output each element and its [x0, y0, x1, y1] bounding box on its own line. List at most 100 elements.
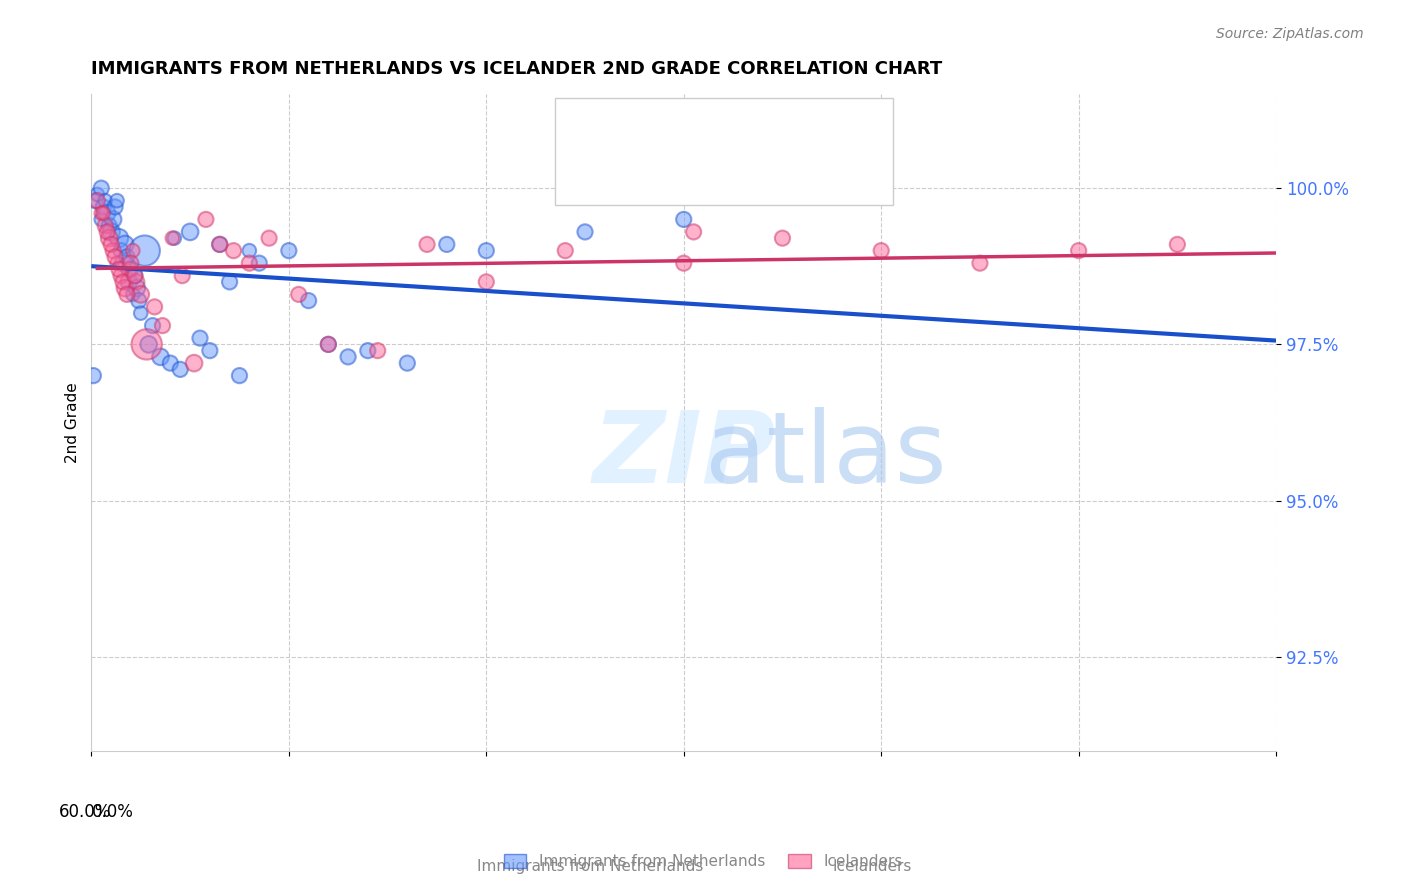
Point [101, 212, 124, 227]
Point [574, 225, 596, 239]
Point [416, 237, 439, 252]
Point [318, 337, 340, 351]
Text: 0.0%: 0.0% [91, 803, 134, 821]
Text: Source: ZipAtlas.com: Source: ZipAtlas.com [1216, 27, 1364, 41]
Point [183, 356, 205, 370]
Point [188, 331, 211, 345]
Point [179, 225, 201, 239]
Legend:   R = 0.364    N = 50,   R = 0.373    N = 45: R = 0.364 N = 50, R = 0.373 N = 45 [571, 111, 844, 189]
Y-axis label: 2nd Grade: 2nd Grade [65, 382, 80, 463]
Point [159, 356, 181, 370]
Point [96, 225, 118, 239]
Point [169, 362, 191, 376]
Point [1067, 244, 1090, 258]
Point [94, 219, 117, 233]
Point [90, 181, 112, 195]
Point [91, 200, 114, 214]
Point [208, 237, 231, 252]
Point [98, 219, 121, 233]
Point [129, 287, 152, 301]
Point [357, 343, 380, 358]
Point [108, 231, 131, 245]
Point [105, 194, 128, 208]
Point [367, 343, 389, 358]
Point [238, 256, 260, 270]
Point [396, 356, 419, 370]
Point [218, 275, 240, 289]
Point [90, 212, 112, 227]
Text: Immigrants from Netherlands: Immigrants from Netherlands [477, 859, 704, 874]
Point [100, 225, 122, 239]
Point [194, 212, 217, 227]
Point [162, 231, 184, 245]
Point [1166, 237, 1188, 252]
Point [287, 287, 309, 301]
Text: ZIP: ZIP [592, 407, 775, 504]
Point [142, 318, 165, 333]
Point [143, 300, 166, 314]
Point [172, 268, 194, 283]
Point [124, 268, 146, 283]
Point [101, 244, 124, 258]
Point [104, 250, 127, 264]
Point [108, 262, 131, 277]
Point [228, 368, 250, 383]
Point [870, 244, 893, 258]
Point [121, 287, 143, 301]
Point [111, 275, 134, 289]
Point [238, 244, 260, 258]
Point [297, 293, 319, 308]
Point [152, 318, 174, 333]
Point [969, 256, 991, 270]
Point [104, 200, 127, 214]
Text: IMMIGRANTS FROM NETHERLANDS VS ICELANDER 2ND GRADE CORRELATION CHART: IMMIGRANTS FROM NETHERLANDS VS ICELANDER… [91, 60, 942, 78]
Point [111, 256, 134, 270]
Point [257, 231, 280, 245]
Point [129, 306, 152, 320]
Point [86, 194, 108, 208]
Point [125, 275, 148, 289]
Point [128, 293, 150, 308]
Text: atlas: atlas [704, 407, 946, 504]
Point [121, 244, 143, 258]
Point [110, 244, 132, 258]
Point [682, 225, 704, 239]
Point [135, 337, 157, 351]
Point [163, 231, 186, 245]
Point [90, 206, 112, 220]
Point [120, 262, 142, 277]
Point [105, 256, 128, 270]
Point [118, 262, 141, 277]
Point [337, 350, 360, 364]
Point [94, 194, 117, 208]
Point [114, 281, 136, 295]
Point [124, 268, 146, 283]
Point [96, 206, 118, 220]
Point [125, 281, 148, 295]
Point [114, 237, 136, 252]
Point [84, 194, 107, 208]
Point [118, 275, 141, 289]
Point [318, 337, 340, 351]
Point [110, 268, 132, 283]
Text: 60.0%: 60.0% [59, 803, 111, 821]
Text: Icelanders: Icelanders [832, 859, 911, 874]
Point [208, 237, 231, 252]
Point [554, 244, 576, 258]
Point [149, 350, 172, 364]
Point [672, 212, 695, 227]
Point [247, 256, 270, 270]
Point [436, 237, 458, 252]
Point [672, 256, 695, 270]
Point [100, 237, 122, 252]
Point [134, 244, 156, 258]
Point [772, 231, 794, 245]
Point [98, 231, 121, 245]
Point [120, 256, 142, 270]
Point [475, 275, 498, 289]
Point [475, 244, 498, 258]
Legend: Immigrants from Netherlands, Icelanders: Immigrants from Netherlands, Icelanders [498, 848, 908, 875]
Point [115, 250, 138, 264]
Point [91, 206, 114, 220]
Point [198, 343, 221, 358]
